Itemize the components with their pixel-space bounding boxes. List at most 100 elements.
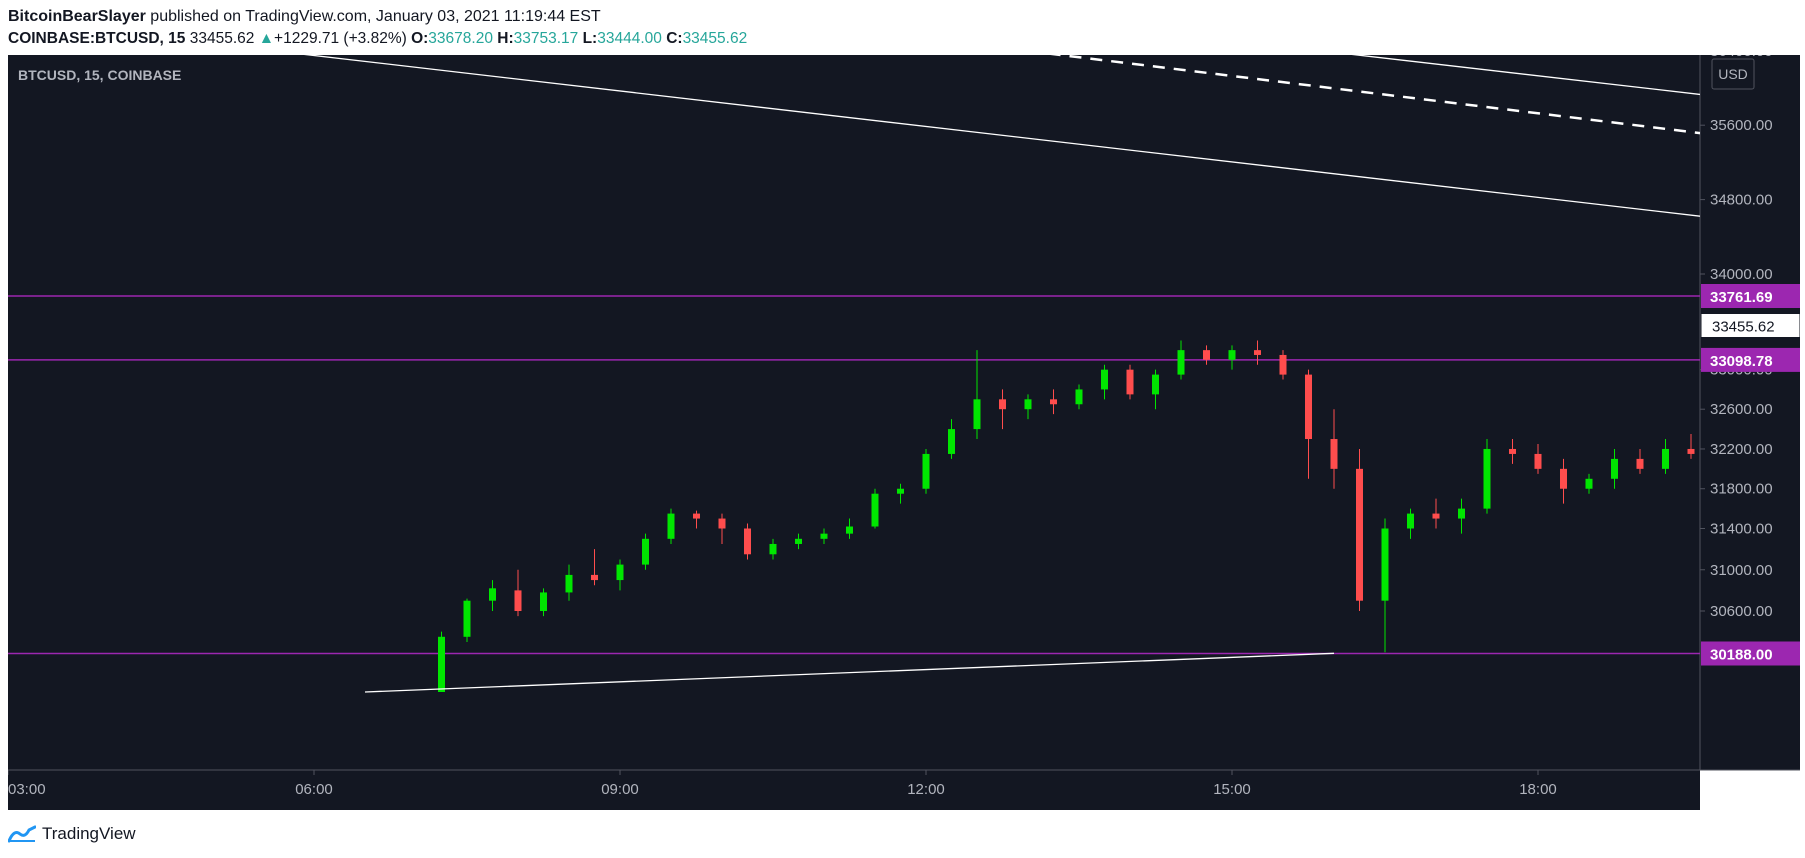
candle-body (1687, 448, 1695, 454)
badge-label: 33098.78 (1710, 353, 1773, 370)
time-tick-label: 18:00 (1519, 781, 1557, 798)
bullish-candle (616, 559, 624, 591)
candle-body (897, 488, 904, 494)
bullish-candle (1585, 473, 1593, 494)
ohlc-legend: COINBASE:BTCUSD, 15 33455.62 ▲+1229.71 (… (8, 28, 1798, 50)
tradingview-logo-icon[interactable] (8, 825, 36, 843)
currency-label: USD (1718, 66, 1748, 82)
candle-body (438, 636, 445, 693)
time-tick-label: 09:00 (601, 781, 639, 798)
badge-background (1701, 284, 1800, 308)
bullish-candle (1381, 518, 1389, 653)
badge-label: 30188.00 (1710, 647, 1773, 664)
high-label: H: (497, 30, 514, 47)
currency-button[interactable]: USD (1711, 58, 1755, 90)
price-tick-label: 31800.00 (1710, 481, 1773, 498)
candle-body (1152, 374, 1159, 395)
candle-body (1075, 389, 1083, 405)
candle-body (616, 564, 624, 581)
price-tick-label: 32200.00 (1710, 441, 1773, 458)
candle-body (667, 513, 675, 539)
candle-body (1228, 350, 1236, 360)
bearish-candle (514, 569, 522, 617)
candle-body (1305, 374, 1312, 440)
price-tick-label: 32600.00 (1710, 401, 1773, 418)
author-name[interactable]: BitcoinBearSlayer (8, 8, 146, 25)
candle-body (846, 526, 853, 534)
footer-brand[interactable]: TradingView (42, 824, 136, 843)
bullish-candle (1075, 384, 1083, 410)
bullish-candle (540, 588, 547, 617)
change-arrow-icon: ▲ (258, 30, 275, 47)
bullish-candle (438, 631, 445, 693)
bullish-candle (973, 350, 981, 440)
price-axis-ticks: 30600.00 31000.00 31400.00 31800.00 32200.00… (1700, 55, 1773, 620)
price-tick-label: 31000.00 (1710, 562, 1773, 579)
bearish-candle (693, 510, 700, 529)
candle-body (718, 518, 726, 529)
candle-body (1432, 513, 1440, 519)
bullish-candle (871, 488, 879, 529)
candle-body (1050, 399, 1057, 405)
candle-body (1585, 478, 1593, 489)
candle-body (1101, 369, 1108, 390)
candle-body (769, 543, 777, 555)
price-tick-label: 34000.00 (1710, 266, 1773, 283)
bearish-candle (1126, 364, 1134, 400)
bearish-candle (1636, 448, 1644, 474)
candle-body (973, 399, 981, 430)
bullish-candle (1024, 394, 1032, 420)
high-value: 33753.17 (513, 30, 579, 47)
footer: TradingView (8, 820, 136, 848)
chart-title: BTCUSD, 15, COINBASE (18, 67, 181, 83)
candles (438, 340, 1695, 693)
bullish-candle (1458, 498, 1465, 534)
candle-body (1662, 448, 1669, 469)
bullish-candle (795, 533, 802, 550)
open-value: 33678.20 (428, 30, 493, 47)
bearish-candle (718, 513, 726, 544)
low-label: L: (582, 30, 598, 47)
candle-body (871, 493, 879, 527)
candle-body (1611, 458, 1618, 479)
price-tick-label: 34800.00 (1710, 192, 1773, 209)
trend-lines (303, 55, 1700, 693)
candle-body (489, 588, 496, 601)
close-value: 33455.62 (682, 30, 748, 47)
channel-upper-line (1351, 55, 1700, 96)
level-price-badge: 33098.78 (1701, 347, 1800, 372)
candle-body (744, 528, 751, 555)
candle-body (514, 590, 522, 612)
bullish-candle (846, 518, 853, 539)
bearish-candle (1356, 448, 1363, 612)
candle-body (1254, 350, 1261, 355)
bullish-candle (667, 508, 675, 544)
publication-line: BitcoinBearSlayer published on TradingVi… (8, 6, 1798, 28)
badge-label: 33761.69 (1710, 289, 1773, 306)
bullish-candle (642, 533, 649, 570)
plot-area[interactable] (8, 55, 1700, 770)
candle-body (565, 574, 573, 593)
time-tick-label: 12:00 (907, 781, 945, 798)
candle-body (1534, 453, 1542, 469)
bullish-candle (922, 448, 930, 494)
current-price-badge: 33455.62 (1700, 313, 1800, 339)
candle-body (693, 513, 700, 519)
bullish-candle (1611, 448, 1618, 489)
open-label: O: (411, 30, 429, 47)
bullish-candle (820, 528, 828, 544)
symbol-label: COINBASE:BTCUSD, 15 (8, 30, 186, 47)
candle-body (463, 600, 471, 637)
bearish-candle (1305, 369, 1312, 479)
channel-lower-line (303, 55, 1700, 217)
time-axis[interactable] (8, 770, 1700, 810)
badge-label: 33455.62 (1712, 319, 1775, 336)
price-tick-label: 35600.00 (1710, 117, 1773, 134)
bearish-candle (1509, 439, 1516, 464)
bearish-candle (1203, 345, 1210, 365)
bearish-candle (1432, 498, 1440, 529)
price-chart[interactable]: 30600.00 31000.00 31400.00 31800.00 32200.00… (8, 55, 1800, 810)
time-tick-label: 15:00 (1213, 781, 1251, 798)
candle-body (795, 538, 802, 544)
level-price-badge: 30188.00 (1701, 641, 1800, 666)
